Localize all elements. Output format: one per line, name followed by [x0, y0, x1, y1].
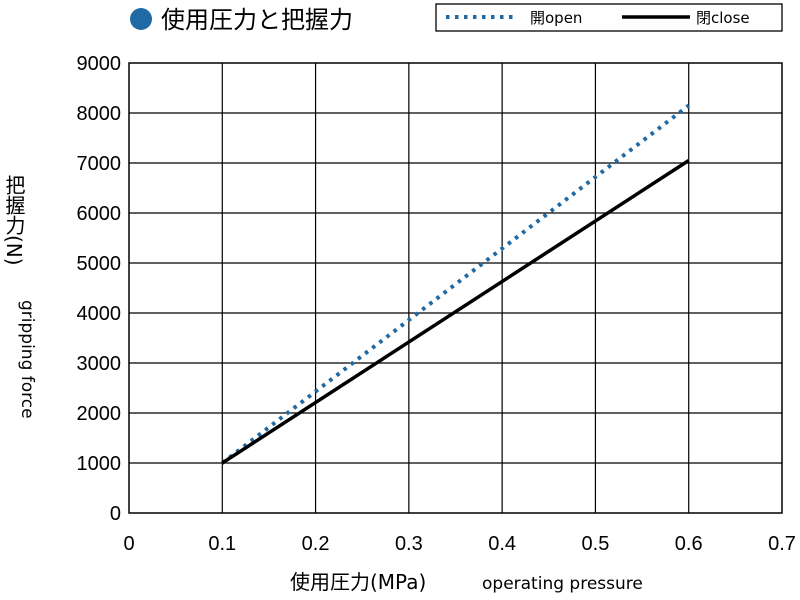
- plot-area: [128, 62, 783, 514]
- chart-title: 使用圧力と把握力: [161, 6, 353, 34]
- gridlines: [129, 63, 782, 513]
- x-axis-label-en: operating pressure: [482, 574, 643, 594]
- y-tick-label: 2000: [77, 403, 122, 425]
- y-axis-label-en: gripping force: [17, 300, 37, 419]
- x-tick-label: 0.6: [675, 533, 703, 555]
- series-line-close: [221, 159, 690, 465]
- y-axis-label-jp: 把握力(N): [2, 175, 26, 266]
- title-marker-icon: [130, 8, 152, 30]
- y-tick-label: 6000: [77, 203, 122, 225]
- x-tick-label: 0.2: [302, 533, 330, 555]
- y-tick-label: 0: [110, 503, 121, 525]
- y-tick-label: 9000: [77, 53, 122, 75]
- x-tick-label: 0.3: [395, 533, 423, 555]
- y-tick-label: 4000: [77, 303, 122, 325]
- x-axis-ticks: 0 0.1 0.2 0.3 0.4 0.5 0.6 0.7: [123, 533, 795, 555]
- y-tick-label: 8000: [77, 103, 122, 125]
- x-tick-label: 0.1: [208, 533, 236, 555]
- x-tick-label: 0.5: [582, 533, 610, 555]
- legend-label-close: 閉close: [696, 9, 750, 27]
- series-lines: [221, 103, 690, 465]
- y-tick-label: 1000: [77, 453, 122, 475]
- y-tick-label: 7000: [77, 153, 122, 175]
- legend-label-open: 開open: [530, 9, 582, 27]
- x-axis-label-jp: 使用圧力(MPa): [290, 570, 426, 594]
- x-tick-label: 0.4: [488, 533, 516, 555]
- y-axis-label: 把握力(N) gripping force: [2, 175, 37, 419]
- x-tick-label: 0: [123, 533, 134, 555]
- y-tick-label: 3000: [77, 353, 122, 375]
- y-tick-label: 5000: [77, 253, 122, 275]
- x-tick-label: 0.7: [768, 533, 796, 555]
- y-axis-ticks: 0 1000 2000 3000 4000 5000 6000 7000 8000 9000: [77, 53, 122, 525]
